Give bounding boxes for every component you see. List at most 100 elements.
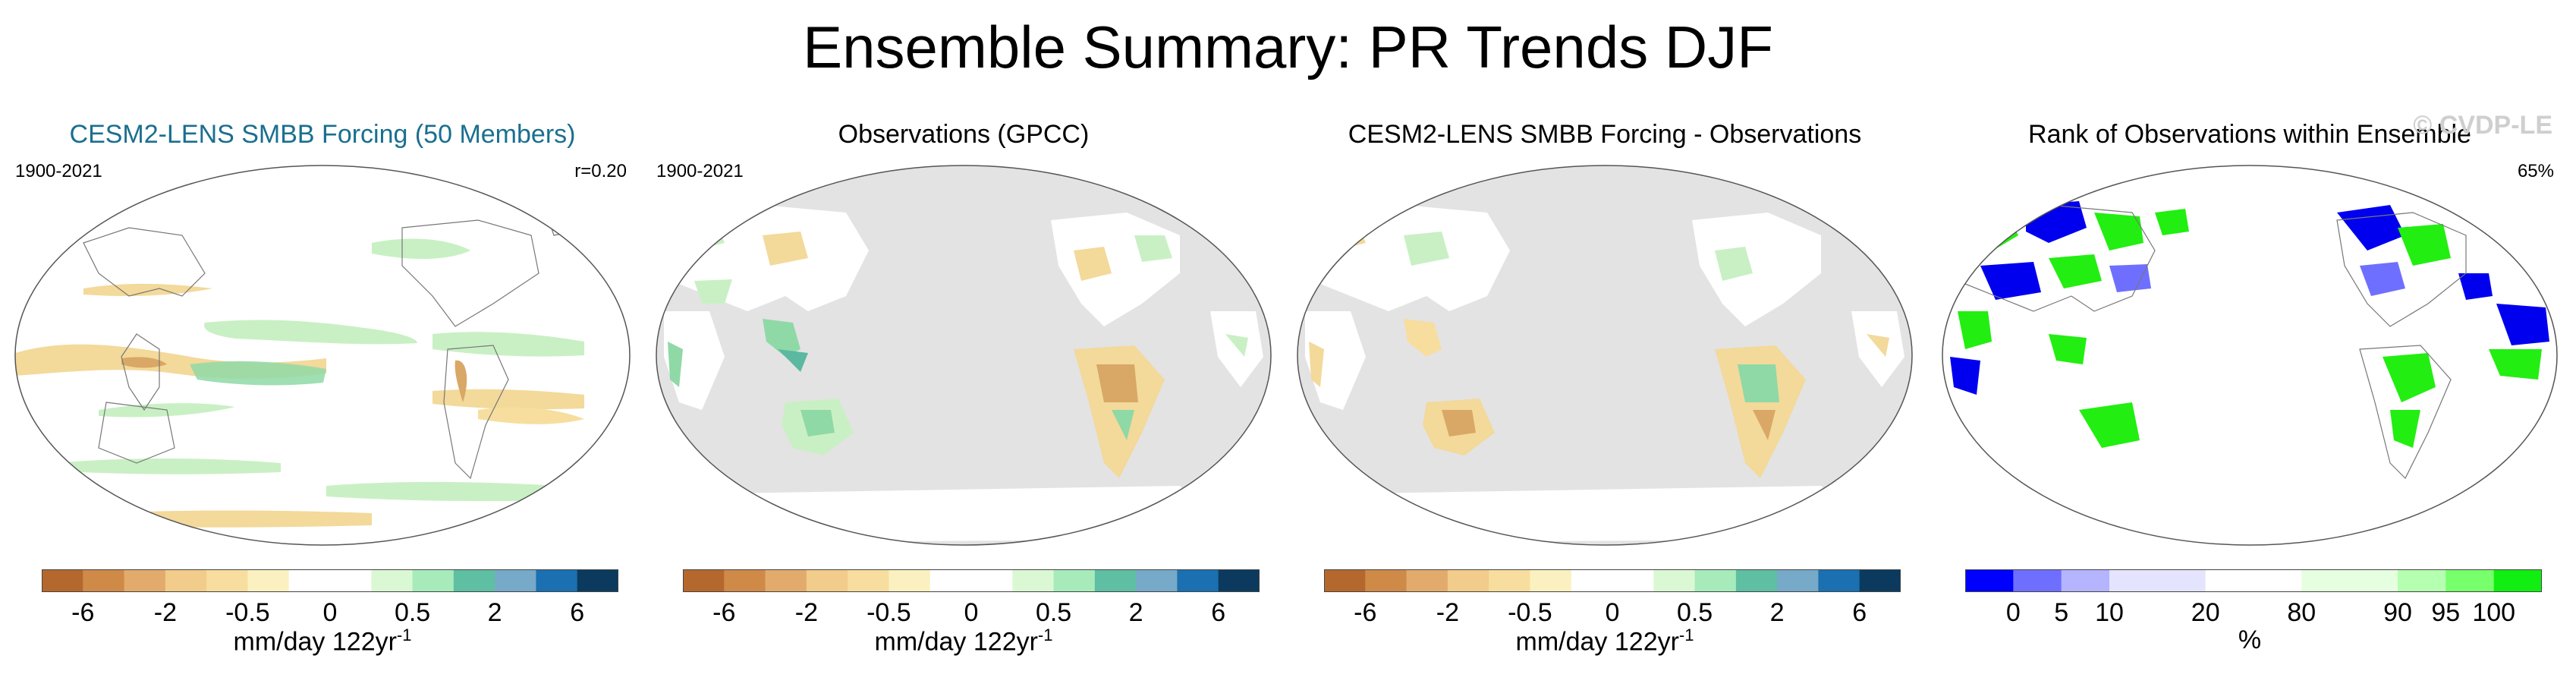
colorbar-swatch [2157, 569, 2206, 592]
panel-period: 1900-2021 [15, 161, 102, 181]
map-observations [656, 165, 1272, 546]
map-model-mean [14, 165, 631, 546]
colorbar-swatch [765, 569, 807, 592]
colorbar-model-minus-obs: -6 -2 -0.5 0 0.5 2 6 [1324, 569, 1901, 627]
colorbar-swatch [2205, 569, 2254, 592]
colorbar-swatch [1818, 569, 1860, 592]
colorbar-swatch [1735, 569, 1778, 592]
panel-rank: Rank of Observations within Ensemble © C… [1935, 111, 2565, 569]
colorbar-tick-label: 0 [964, 598, 979, 627]
colorbar-swatch [1406, 569, 1448, 592]
colorbar-model-mean: -6 -2 -0.5 0 0.5 2 6 [42, 569, 618, 627]
watermark: © CVDP-LE [2413, 111, 2552, 140]
colorbar-swatch [1777, 569, 1819, 592]
panel-title: Observations (GPCC) [838, 120, 1090, 149]
colorbar-tick-label: -6 [1354, 598, 1376, 627]
colorbar-units-label: mm/day 122yr-1 [649, 626, 1279, 657]
colorbar-swatch [1612, 569, 1654, 592]
colorbar-swatch [42, 569, 83, 592]
colorbar-rank-label: % [1935, 626, 2565, 655]
colorbar-swatch [1177, 569, 1219, 592]
panel-correlation: r=0.20 [574, 161, 627, 181]
colorbar-tick-label: 6 [570, 598, 584, 627]
units-exponent: -1 [1678, 626, 1694, 644]
colorbar-tick-label: 0 [2006, 598, 2021, 627]
colorbar-tick-label: 2 [1770, 598, 1785, 627]
colorbar-swatch [889, 569, 931, 592]
colorbar-tick-label: -0.5 [1508, 598, 1552, 627]
colorbar-tick-label: 0.5 [1677, 598, 1713, 627]
colorbar-tick-label: -6 [71, 598, 94, 627]
colorbar-swatch [577, 569, 618, 592]
colorbar-tick-label: -0.5 [225, 598, 270, 627]
colorbar-swatch [412, 569, 454, 592]
colorbar-tick-label: 80 [2287, 598, 2316, 627]
colorbar-swatch [1324, 569, 1366, 592]
panel-rank-percent: 65% [2517, 161, 2554, 181]
colorbar-swatch [165, 569, 207, 592]
colorbar-swatch [724, 569, 766, 592]
colorbar-swatch [124, 569, 166, 592]
colorbar-swatch [1365, 569, 1408, 592]
panel-model-mean: CESM2-LENS SMBB Forcing (50 Members) 190… [8, 114, 637, 569]
panel-title: CESM2-LENS SMBB Forcing (50 Members) [69, 120, 576, 149]
colorbar-tick-label: -0.5 [867, 598, 911, 627]
panel-title: CESM2-LENS SMBB Forcing - Observations [1348, 120, 1862, 149]
colorbar-swatch [2109, 569, 2158, 592]
colorbar-swatch [2349, 569, 2398, 592]
panel-model-minus-obs: CESM2-LENS SMBB Forcing - Observations [1290, 114, 1920, 569]
colorbar-border [1965, 569, 2542, 592]
colorbar-swatch [1053, 569, 1096, 592]
units-text: mm/day 122yr [874, 627, 1038, 657]
units-text: mm/day 122yr [1515, 627, 1679, 657]
colorbar-swatch [2398, 569, 2446, 592]
map-rank [1942, 165, 2558, 546]
colorbar-swatch [1012, 569, 1055, 592]
colorbar-swatch [1218, 569, 1260, 592]
colorbar-tick-label: 0.5 [395, 598, 430, 627]
colorbar-swatch [1530, 569, 1572, 592]
colorbar-swatch [1965, 569, 2014, 592]
colorbar-tick-label: -2 [154, 598, 177, 627]
units-exponent: -1 [1037, 626, 1053, 644]
colorbar-swatch [1859, 569, 1901, 592]
colorbar-swatch [1094, 569, 1137, 592]
colorbar-units-label: mm/day 122yr-1 [8, 626, 637, 657]
colorbar-swatch [1489, 569, 1530, 592]
colorbar-swatch [247, 569, 290, 592]
colorbar-tick-label: 6 [1211, 598, 1225, 627]
map-model-minus-obs [1297, 165, 1913, 546]
colorbar-tick-label: 0 [1606, 598, 1620, 627]
colorbar-swatch [495, 569, 536, 592]
colorbar-swatch [453, 569, 495, 592]
panel-period: 1900-2021 [656, 161, 744, 181]
panel-title: Rank of Observations within Ensemble [2028, 120, 2471, 149]
colorbar-swatch [83, 569, 125, 592]
colorbar-swatch [971, 569, 1013, 592]
colorbar-tick-label: -2 [795, 598, 818, 627]
colorbar-tick-label: 5 [2054, 598, 2068, 627]
units-text: mm/day 122yr [233, 627, 397, 657]
panel-observations: Observations (GPCC) 1900-2021 [649, 114, 1279, 569]
colorbar-swatch [2254, 569, 2302, 592]
colorbar-swatch [288, 569, 331, 592]
colorbar-swatch [1694, 569, 1737, 592]
colorbar-border [42, 569, 618, 592]
colorbar-swatch [330, 569, 372, 592]
colorbar-swatch [2061, 569, 2110, 592]
colorbar-tick-label: 2 [1129, 598, 1143, 627]
colorbar-tick-label: -2 [1436, 598, 1459, 627]
colorbar-tick-label: 10 [2095, 598, 2124, 627]
colorbar-tick-label: 100 [2472, 598, 2515, 627]
colorbar-swatch [848, 569, 889, 592]
colorbar-swatch [929, 569, 972, 592]
colorbar-tick-label: 0.5 [1036, 598, 1071, 627]
colorbar-swatch [2301, 569, 2351, 592]
colorbar-border [683, 569, 1260, 592]
colorbar-observations: -6 -2 -0.5 0 0.5 2 6 [683, 569, 1260, 627]
colorbar-swatch [1653, 569, 1696, 592]
colorbar-swatch [1447, 569, 1489, 592]
colorbar-border [1324, 569, 1901, 592]
colorbar-swatch [683, 569, 725, 592]
colorbar-tick-label: 2 [488, 598, 502, 627]
